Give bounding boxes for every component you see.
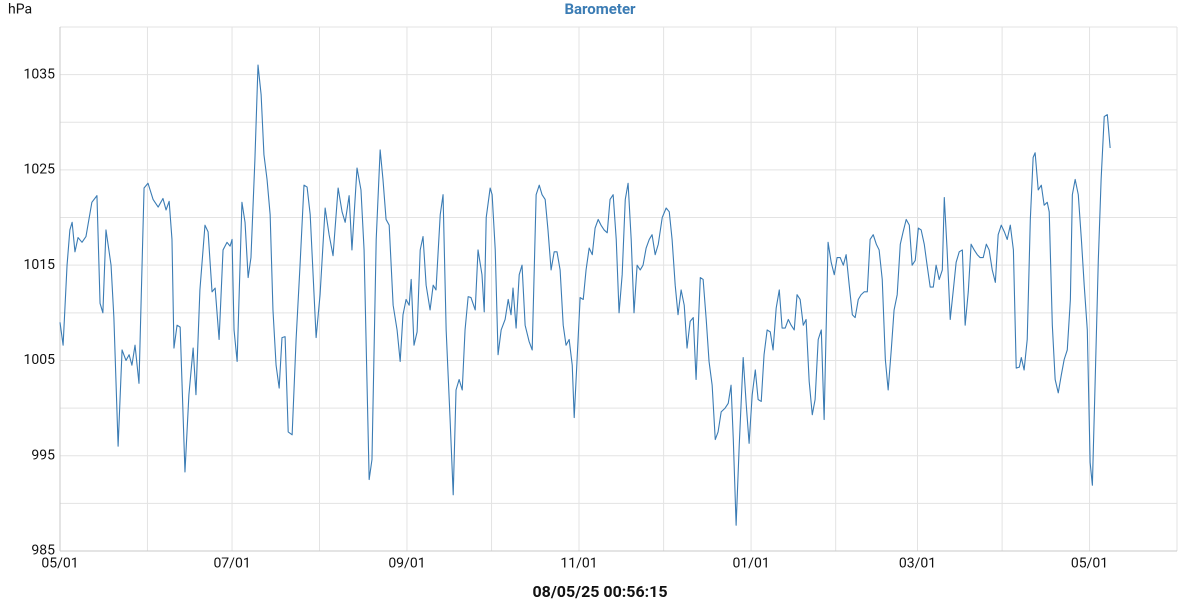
y-tick-label: 1035 (24, 66, 56, 82)
x-tick-label: 09/01 (388, 556, 425, 572)
chart-title: Barometer (564, 0, 636, 18)
y-axis-label: hPa (8, 2, 32, 18)
y-tick-label: 1025 (24, 162, 56, 178)
y-tick-label: 985 (31, 543, 55, 559)
x-tick-label: 01/01 (732, 556, 769, 572)
data-line (59, 64, 1111, 526)
x-tick-label: 07/01 (213, 556, 250, 572)
x-tick-label: 11/01 (560, 556, 597, 572)
y-tick-label: 1005 (24, 352, 56, 368)
x-tick-label: 05/01 (1071, 556, 1108, 572)
y-tick-label: 1015 (24, 257, 56, 273)
y-tick-label: 995 (31, 447, 55, 463)
footer-timestamp: 08/05/25 00:56:15 (532, 582, 667, 600)
x-tick-label: 03/01 (899, 556, 936, 572)
x-tick-label: 05/01 (41, 556, 78, 572)
